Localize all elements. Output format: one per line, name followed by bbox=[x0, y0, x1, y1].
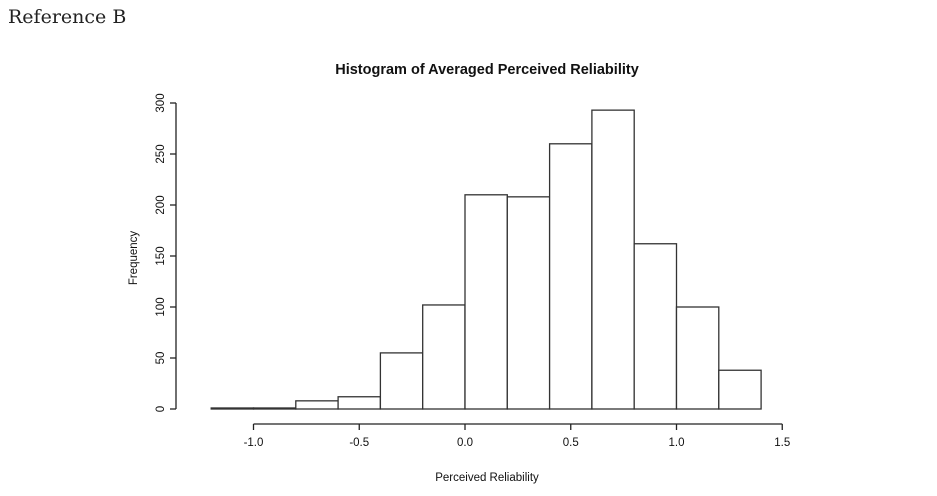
histogram-bar bbox=[210, 407, 255, 410]
x-tick-label: -0.5 bbox=[349, 437, 369, 449]
y-tick-label: 150 bbox=[155, 246, 167, 265]
histogram-bar bbox=[548, 143, 593, 410]
histogram-bar bbox=[506, 196, 551, 410]
histogram-bar bbox=[422, 304, 466, 410]
histogram-bar bbox=[252, 407, 297, 410]
x-tick-label: -1.0 bbox=[244, 437, 264, 449]
y-tick-label: 200 bbox=[155, 195, 167, 214]
histogram-bar bbox=[379, 352, 424, 410]
chart-title: Histogram of Averaged Perceived Reliabil… bbox=[335, 62, 639, 78]
x-axis-label: Perceived Reliability bbox=[435, 472, 539, 484]
y-tick-label: 300 bbox=[155, 93, 167, 112]
y-tick-label: 100 bbox=[155, 297, 167, 316]
x-tick-label: 0.0 bbox=[457, 437, 473, 449]
histogram-bar bbox=[295, 400, 339, 410]
histogram-bar bbox=[591, 109, 635, 410]
x-tick-label: 0.5 bbox=[563, 437, 579, 449]
histogram-bar bbox=[718, 369, 762, 410]
x-axis: -1.0 -0.5 0.0 0.5 1.0 1.5 bbox=[244, 423, 790, 449]
histogram-bar bbox=[675, 306, 720, 410]
y-axis-label: Frequency bbox=[128, 231, 140, 286]
y-tick-label: 50 bbox=[155, 352, 167, 365]
y-tick-label: 250 bbox=[155, 144, 167, 163]
x-tick-label: 1.0 bbox=[669, 437, 685, 449]
histogram-bar bbox=[633, 243, 678, 410]
bars-group bbox=[210, 109, 762, 410]
reference-label: Reference B bbox=[8, 6, 127, 28]
histogram-bar bbox=[337, 396, 382, 410]
histogram-bar bbox=[464, 194, 508, 410]
y-axis: 0 50 100 150 200 250 300 bbox=[155, 93, 177, 412]
y-tick-label: 0 bbox=[155, 406, 167, 412]
x-tick-label: 1.5 bbox=[774, 437, 790, 449]
